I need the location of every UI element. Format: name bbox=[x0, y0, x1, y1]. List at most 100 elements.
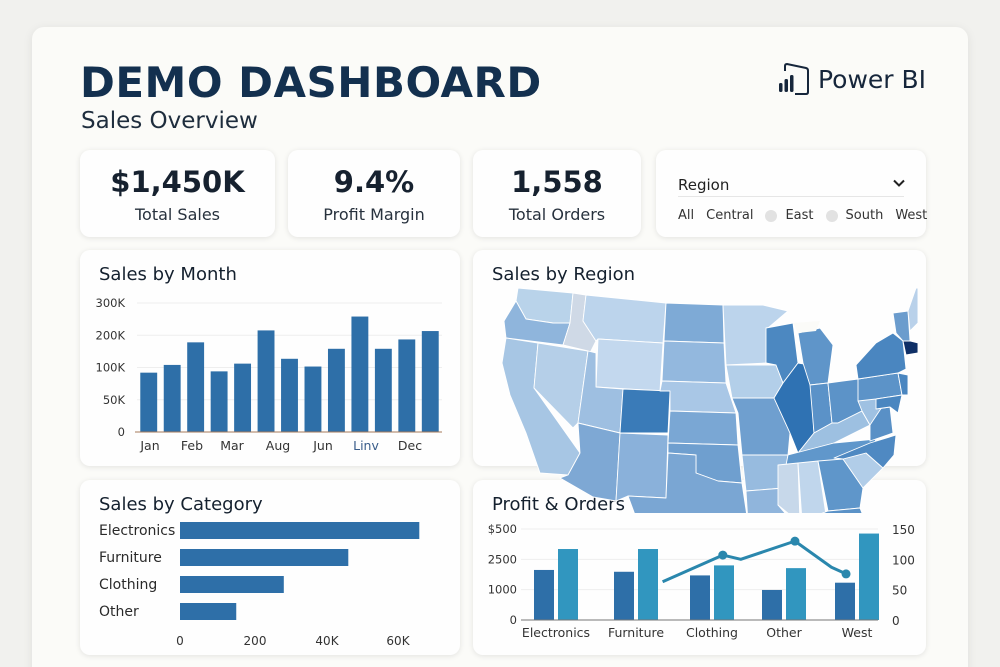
x-tick-label: 60K bbox=[386, 634, 410, 648]
state-ky[interactable] bbox=[797, 410, 871, 454]
profit-bar bbox=[835, 582, 855, 620]
region-option-east[interactable]: East bbox=[765, 208, 814, 223]
bar bbox=[140, 372, 158, 432]
option-label: Central bbox=[706, 208, 754, 223]
bar bbox=[281, 358, 298, 432]
page-title: DEMO DASHBOARD bbox=[80, 58, 542, 107]
y-right-tick-label: 0 bbox=[892, 614, 900, 628]
bar bbox=[304, 366, 322, 432]
kpi-label: Profit Margin bbox=[323, 205, 425, 224]
bar bbox=[180, 603, 237, 620]
chart-title: Sales by Region bbox=[492, 264, 636, 285]
x-tick-label: Jan bbox=[139, 438, 159, 453]
x-tick-label: Other bbox=[766, 625, 802, 640]
chart-title: Sales by Month bbox=[99, 264, 237, 285]
state-me[interactable] bbox=[907, 287, 918, 332]
bar bbox=[180, 522, 420, 539]
trend-marker bbox=[841, 569, 851, 579]
state-ks[interactable] bbox=[667, 410, 739, 446]
x-tick-label: Clothing bbox=[686, 625, 738, 640]
kpi-card-total-orders[interactable]: 1,558 Total Orders bbox=[473, 150, 641, 237]
state-ne[interactable] bbox=[659, 380, 737, 414]
sales-by-month-chart: 0 50K 100K 200K 300K Jan Feb Mar Aug Jun Linv Dec bbox=[96, 296, 442, 453]
state-mt[interactable] bbox=[582, 294, 667, 344]
state-nv[interactable] bbox=[533, 342, 589, 429]
sales-by-category-chart: Electronics Furniture Clothing Other 0 200 40K… bbox=[99, 522, 420, 648]
x-tick-label: Aug bbox=[266, 438, 290, 453]
state-nc[interactable] bbox=[833, 434, 897, 469]
kpi-card-total-sales[interactable]: $1,450K Total Sales bbox=[80, 150, 275, 237]
radio-icon[interactable] bbox=[825, 209, 838, 222]
trend-line bbox=[661, 539, 847, 584]
category-label: Clothing bbox=[99, 577, 157, 593]
bar bbox=[374, 348, 392, 432]
state-ia[interactable] bbox=[725, 364, 784, 399]
powerbi-logo: Power BI bbox=[776, 62, 926, 96]
bar bbox=[180, 576, 284, 593]
region-option-central[interactable]: Central bbox=[706, 208, 753, 223]
state-co[interactable] bbox=[619, 388, 671, 434]
state-fl[interactable] bbox=[802, 507, 876, 513]
y-left-tick-label: 0 bbox=[510, 613, 517, 627]
state-de-md[interactable] bbox=[875, 394, 903, 414]
region-options: All Central East South West bbox=[678, 208, 927, 223]
y-right-tick-label: 100 bbox=[892, 553, 915, 567]
x-tick-label: 200 bbox=[244, 634, 267, 648]
powerbi-icon bbox=[779, 62, 809, 95]
divider bbox=[678, 196, 904, 197]
orders-bar bbox=[859, 533, 879, 620]
state-tx[interactable] bbox=[627, 452, 748, 513]
chevron-down-icon[interactable] bbox=[892, 176, 906, 190]
region-dropdown-label[interactable]: Region bbox=[678, 176, 730, 194]
bar bbox=[210, 371, 228, 432]
y-right-tick-label: 50 bbox=[892, 584, 907, 598]
great-lakes bbox=[793, 321, 820, 333]
bar bbox=[398, 339, 416, 432]
state-nm[interactable] bbox=[615, 432, 669, 502]
kpi-card-profit-margin[interactable]: 9.4% Profit Margin bbox=[288, 150, 460, 237]
y-left-tick-label: 1000 bbox=[488, 583, 517, 597]
bar bbox=[327, 348, 345, 432]
state-ny[interactable] bbox=[855, 332, 907, 380]
state-sd[interactable] bbox=[661, 340, 727, 384]
y-right-tick-label: 150 bbox=[892, 523, 915, 537]
profit-bar bbox=[762, 589, 782, 620]
y-tick-label: 200K bbox=[96, 328, 126, 342]
option-label: East bbox=[785, 208, 814, 223]
state-wy[interactable] bbox=[595, 338, 664, 392]
page-subtitle: Sales Overview bbox=[81, 108, 258, 134]
radio-icon[interactable] bbox=[765, 209, 778, 222]
bar bbox=[257, 330, 275, 432]
region-option-west[interactable]: West bbox=[895, 208, 927, 223]
option-label: South bbox=[845, 208, 884, 223]
bar bbox=[351, 316, 369, 432]
bar bbox=[187, 342, 205, 432]
x-tick-label: Mar bbox=[220, 438, 244, 453]
chart-title: Profit & Orders bbox=[492, 494, 625, 515]
option-label: All bbox=[678, 208, 695, 223]
y-left-tick-label: 2500 bbox=[488, 552, 517, 566]
state-nd[interactable] bbox=[663, 302, 725, 344]
bar bbox=[234, 363, 252, 432]
kpi-value: 1,558 bbox=[511, 165, 603, 199]
y-tick-label: 100K bbox=[96, 361, 126, 375]
bar bbox=[163, 364, 181, 432]
trend-marker bbox=[790, 536, 800, 546]
y-tick-label: 50K bbox=[103, 393, 126, 407]
sales-by-category-card: Sales by Category Electronics Furniture Cl… bbox=[80, 480, 460, 655]
state-ma[interactable] bbox=[902, 340, 918, 356]
region-option-south[interactable]: South bbox=[825, 208, 884, 223]
state-nj[interactable] bbox=[897, 372, 909, 396]
x-tick-label: Furniture bbox=[608, 625, 664, 640]
x-tick-label: 40K bbox=[315, 634, 339, 648]
state-al[interactable] bbox=[797, 460, 827, 513]
x-tick-label: Linv bbox=[353, 438, 379, 453]
y-tick-label: 0 bbox=[118, 425, 125, 439]
region-option-all[interactable]: All bbox=[678, 208, 694, 223]
profit-bar bbox=[534, 569, 554, 620]
category-label: Furniture bbox=[99, 550, 162, 566]
us-choropleth-map bbox=[501, 287, 918, 513]
orders-bar bbox=[714, 565, 734, 620]
category-label: Other bbox=[99, 604, 139, 620]
state-ms[interactable] bbox=[777, 462, 801, 513]
